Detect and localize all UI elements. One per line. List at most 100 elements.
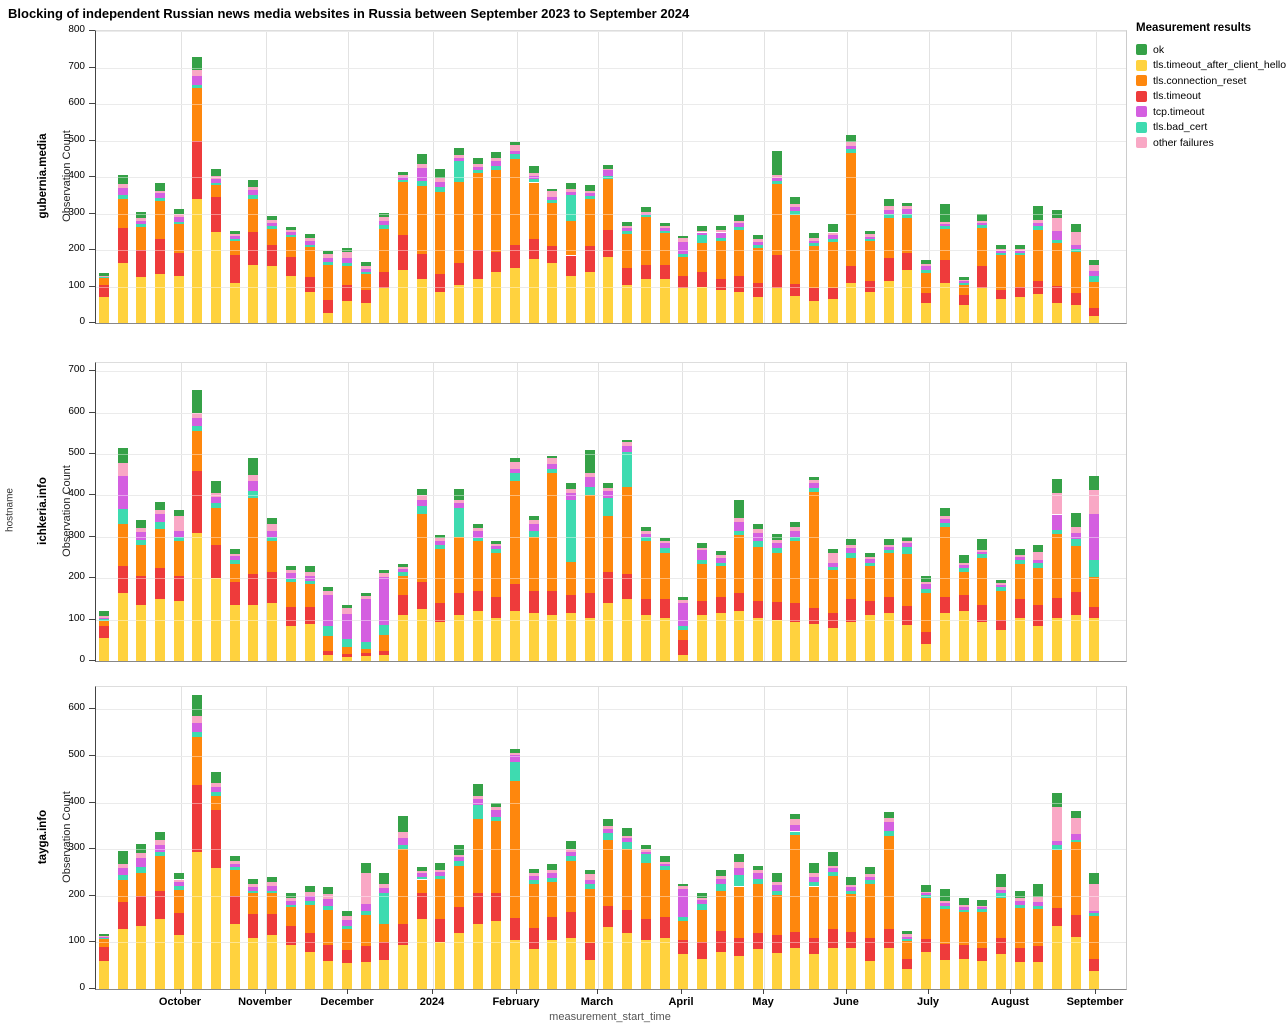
bar-segment-tls.bad_cert[interactable] [566,856,577,861]
bar-segment-tls.bad_cert[interactable] [136,224,147,228]
bar-segment-other failures[interactable] [304,572,315,577]
bar-segment-tls.connection_reset[interactable] [155,528,166,568]
bar-segment-tls.timeout_after_client_hello[interactable] [248,605,259,661]
bar-segment-ok[interactable] [603,818,614,827]
bar-segment-tls.bad_cert[interactable] [640,215,651,218]
bar-segment-tls.timeout[interactable] [136,250,147,278]
bar-segment-other failures[interactable] [827,552,838,564]
bar-segment-tls.bad_cert[interactable] [285,235,296,238]
bar-segment-tls.bad_cert[interactable] [229,238,240,241]
bar-segment-tls.connection_reset[interactable] [659,233,670,266]
bar-segment-tls.bad_cert[interactable] [435,187,446,192]
bar-segment-tls.timeout_after_client_hello[interactable] [304,623,315,661]
bar-segment-ok[interactable] [211,772,222,784]
bar-segment-tcp.timeout[interactable] [1051,840,1062,845]
bar-segment-other failures[interactable] [360,265,371,269]
bar-segment-tls.bad_cert[interactable] [827,566,838,570]
bar-segment-other failures[interactable] [136,527,147,532]
bar-segment-tcp.timeout[interactable] [1070,244,1081,250]
bar-segment-tls.timeout[interactable] [865,937,876,962]
bar-segment-tls.timeout[interactable] [846,265,857,283]
bar-segment-ok[interactable] [883,811,894,819]
bar-segment-tcp.timeout[interactable] [547,464,558,469]
bar-segment-tls.connection_reset[interactable] [454,182,464,263]
bar-segment-tls.bad_cert[interactable] [304,901,315,906]
bar-segment-tls.timeout_after_client_hello[interactable] [809,623,820,661]
bar-segment-tcp.timeout[interactable] [360,903,371,911]
bar-segment-other failures[interactable] [155,509,166,515]
bar-segment-tcp.timeout[interactable] [846,548,857,554]
bar-segment-tls.bad_cert[interactable] [715,884,726,892]
bar-segment-ok[interactable] [584,185,595,191]
bar-segment-tls.timeout[interactable] [566,912,577,938]
bar-segment-tls.connection_reset[interactable] [865,565,876,601]
bar-segment-ok[interactable] [547,864,558,870]
bar-segment-tls.timeout[interactable] [902,959,913,970]
bar-segment-other failures[interactable] [1070,526,1081,534]
bar-segment-tcp.timeout[interactable] [883,822,894,831]
bar-segment-tls.bad_cert[interactable] [304,581,315,585]
bar-segment-tls.connection_reset[interactable] [211,507,222,546]
bar-segment-tcp.timeout[interactable] [99,617,109,620]
bar-segment-tls.timeout_after_client_hello[interactable] [921,302,932,323]
bar-segment-tcp.timeout[interactable] [547,196,558,200]
bar-segment-other failures[interactable] [678,599,689,604]
bar-segment-tls.timeout_after_client_hello[interactable] [715,951,726,989]
bar-segment-tls.bad_cert[interactable] [267,226,278,230]
bar-segment-tls.timeout[interactable] [155,891,166,920]
bar-segment-ok[interactable] [939,888,950,902]
bar-segment-ok[interactable] [865,866,876,875]
bar-segment-tls.bad_cert[interactable] [341,925,352,930]
bar-segment-tcp.timeout[interactable] [696,232,707,236]
bar-segment-tls.bad_cert[interactable] [678,625,689,630]
bar-segment-tls.timeout[interactable] [547,916,558,941]
bar-segment-tls.timeout_after_client_hello[interactable] [566,937,577,989]
bar-segment-tls.timeout_after_client_hello[interactable] [547,940,558,989]
bar-segment-tls.bad_cert[interactable] [248,491,259,498]
bar-segment-tls.timeout_after_client_hello[interactable] [248,937,259,989]
bar-segment-tls.timeout_after_client_hello[interactable] [173,601,184,661]
bar-segment-tls.connection_reset[interactable] [939,229,950,261]
bar-segment-tls.timeout[interactable] [1070,591,1081,615]
bar-segment-tls.connection_reset[interactable] [304,247,315,277]
bar-segment-ok[interactable] [640,526,651,532]
bar-segment-other failures[interactable] [846,142,857,146]
bar-segment-other failures[interactable] [640,211,651,214]
bar-segment-tls.timeout[interactable] [267,244,278,267]
bar-segment-tcp.timeout[interactable] [136,220,147,225]
bar-segment-tls.connection_reset[interactable] [771,552,782,603]
bar-segment-tls.timeout_after_client_hello[interactable] [696,286,707,323]
bar-segment-tls.timeout_after_client_hello[interactable] [267,603,278,661]
bar-segment-ok[interactable] [995,244,1006,250]
bar-segment-tls.timeout_after_client_hello[interactable] [584,617,595,661]
bar-segment-other failures[interactable] [921,891,932,893]
bar-segment-tls.timeout_after_client_hello[interactable] [547,262,558,323]
bar-segment-tls.connection_reset[interactable] [528,884,539,929]
bar-segment-tcp.timeout[interactable] [790,530,801,537]
bar-segment-tls.bad_cert[interactable] [1051,844,1062,851]
bar-segment-tcp.timeout[interactable] [341,614,352,640]
bar-segment-ok[interactable] [1089,872,1100,885]
bar-segment-other failures[interactable] [995,887,1006,890]
bar-segment-tcp.timeout[interactable] [136,857,147,867]
bar-segment-tcp.timeout[interactable] [958,281,969,284]
bar-segment-ok[interactable] [678,596,689,600]
bar-segment-tls.connection_reset[interactable] [416,186,427,254]
bar-segment-other failures[interactable] [771,174,782,178]
bar-segment-tcp.timeout[interactable] [1014,250,1025,253]
bar-segment-ok[interactable] [1051,478,1062,493]
bar-segment-ok[interactable] [902,536,913,542]
bar-segment-tls.bad_cert[interactable] [454,860,464,866]
bar-segment-tls.connection_reset[interactable] [285,582,296,608]
bar-segment-tls.timeout_after_client_hello[interactable] [883,281,894,323]
bar-segment-other failures[interactable] [229,860,240,864]
bar-segment-tls.timeout_after_client_hello[interactable] [136,926,147,989]
bar-segment-tls.bad_cert[interactable] [267,536,278,541]
bar-segment-other failures[interactable] [809,237,820,241]
bar-segment-tls.timeout[interactable] [173,252,184,276]
bar-segment-other failures[interactable] [528,520,539,525]
bar-segment-tls.timeout[interactable] [435,273,446,292]
bar-segment-tls.bad_cert[interactable] [1014,904,1025,909]
bar-segment-ok[interactable] [958,898,969,906]
bar-segment-other failures[interactable] [304,237,315,241]
